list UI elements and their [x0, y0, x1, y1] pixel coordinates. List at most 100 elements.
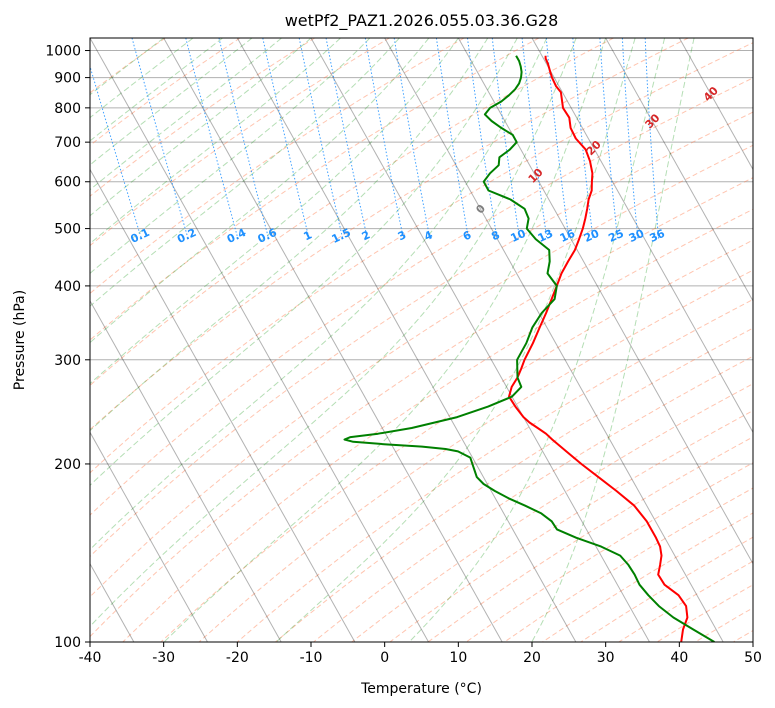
dry-adiabat: [90, 38, 540, 341]
isotherm: [752, 38, 753, 40]
mixing-ratio-label: 6: [461, 228, 474, 243]
isotherm: [457, 38, 753, 565]
isotherm-label: 0: [473, 202, 488, 217]
moist-adiabat: [90, 38, 430, 344]
moist-adiabat: [90, 38, 518, 487]
y-axis-label: Pressure (hPa): [12, 290, 28, 390]
y-tick-label: 700: [54, 135, 81, 151]
mixing-ratio-label: 30: [627, 227, 647, 245]
mixing-ratio-label: 2: [360, 228, 372, 243]
moist-adiabat: [90, 38, 341, 245]
moist-adiabat: [90, 38, 489, 432]
moist-adiabat: [90, 38, 400, 307]
chart-title: wetPf2_PAZ1.2026.055.03.36.G28: [285, 11, 559, 31]
x-tick-label: -10: [300, 650, 323, 666]
mixing-ratio-label: 10: [509, 227, 529, 245]
mixing-ratio-label: 25: [606, 227, 625, 245]
x-tick-label: 30: [597, 650, 615, 666]
dry-adiabat: [542, 512, 753, 642]
x-tick-label: -40: [79, 650, 102, 666]
moist-adiabat: [90, 38, 371, 275]
y-tick-label: 300: [54, 353, 81, 369]
moist-adiabat: [90, 38, 459, 385]
isotherm: [163, 38, 503, 642]
isotherm: [605, 38, 753, 302]
isotherm: [236, 38, 577, 642]
moist-adiabat: [163, 38, 607, 642]
dry-adiabat: [90, 38, 689, 431]
mixing-ratio-line: [325, 38, 368, 240]
mixing-ratio-line: [621, 38, 639, 240]
y-tick-label: 600: [54, 175, 81, 191]
dry-adiabat: [733, 629, 753, 642]
mixing-ratio-line: [521, 38, 548, 240]
mixing-ratio-line: [572, 38, 594, 240]
mixing-ratio-line: [435, 38, 470, 240]
y-tick-label: 500: [54, 222, 81, 238]
moist-adiabat: [531, 38, 695, 642]
mixing-ratio-line: [599, 38, 619, 240]
x-tick-label: -20: [226, 650, 249, 666]
dry-adiabat: [90, 77, 753, 516]
mixing-ratio-line: [364, 38, 404, 240]
dry-adiabat: [90, 38, 614, 387]
x-tick-label: 20: [523, 650, 541, 666]
isotherm: [90, 38, 429, 642]
moist-adiabat: [90, 38, 577, 628]
dry-adiabat: [90, 42, 753, 474]
moist-adiabat: [90, 38, 548, 551]
dry-adiabat: [90, 38, 465, 295]
moist-adiabat: [90, 38, 253, 166]
moist-adiabat: [408, 38, 666, 642]
mixing-ratio-line: [467, 38, 498, 240]
dewpoint-line: [343, 55, 715, 642]
mixing-ratio-line: [545, 38, 570, 240]
mixing-ratio-label: 36: [647, 227, 667, 245]
dry-adiabat: [90, 144, 753, 598]
y-tick-label: 900: [54, 71, 81, 87]
isotherm: [310, 38, 650, 642]
mixing-ratio-line: [393, 38, 431, 240]
axes-layer: -40 -30 -20 -10 0 10 20 30 40 5010009008007006005…: [45, 44, 762, 666]
mixing-ratio-label: 8: [489, 228, 501, 243]
moist-adiabat: [90, 38, 223, 142]
dry-adiabat: [351, 383, 753, 642]
mixing-ratio-line: [298, 38, 344, 240]
plot-frame: [89, 37, 754, 643]
x-axis-label: Temperature (°C): [360, 681, 482, 697]
y-tick-label: 400: [54, 279, 81, 295]
mixing-ratio-label: 1: [301, 228, 313, 243]
x-tick-label: 40: [670, 650, 688, 666]
isotherm: [531, 38, 753, 434]
isotherm: [90, 168, 356, 642]
mixing-ratio-line: [491, 38, 521, 240]
isotherm-label: 30: [643, 111, 663, 131]
dry-adiabat: [90, 38, 241, 146]
dry-adiabat: [198, 269, 753, 642]
dry-adiabat: [90, 38, 315, 197]
series-layer: [343, 55, 715, 642]
mixing-ratio-line: [90, 64, 143, 240]
isotherm: [384, 38, 724, 642]
mixing-ratio-label: 13: [536, 227, 555, 245]
x-tick-label: 0: [380, 650, 389, 666]
mixing-ratio-label: 20: [582, 227, 602, 245]
isotherm-label: 40: [701, 84, 721, 104]
mixing-ratio-line: [644, 38, 660, 240]
dry-adiabat: [90, 111, 753, 558]
mixing-ratio-line: [185, 38, 239, 240]
mixing-ratio-label: 16: [558, 227, 578, 245]
isotherm: [678, 38, 753, 171]
temperature-line: [508, 55, 689, 642]
dry-adiabat: [236, 298, 753, 642]
moist-adiabat: [90, 38, 194, 119]
label-layer: 0.10.20.40.611.52346810131620253036-100-…: [128, 84, 721, 246]
isotherm: [90, 431, 208, 642]
dry-adiabat: [90, 177, 753, 638]
dry-adiabat: [694, 607, 753, 642]
isotherm: [90, 299, 282, 642]
isotherm-label: 10: [526, 166, 546, 186]
mixing-ratio-label: 3: [396, 228, 408, 243]
x-tick-label: 10: [449, 650, 467, 666]
